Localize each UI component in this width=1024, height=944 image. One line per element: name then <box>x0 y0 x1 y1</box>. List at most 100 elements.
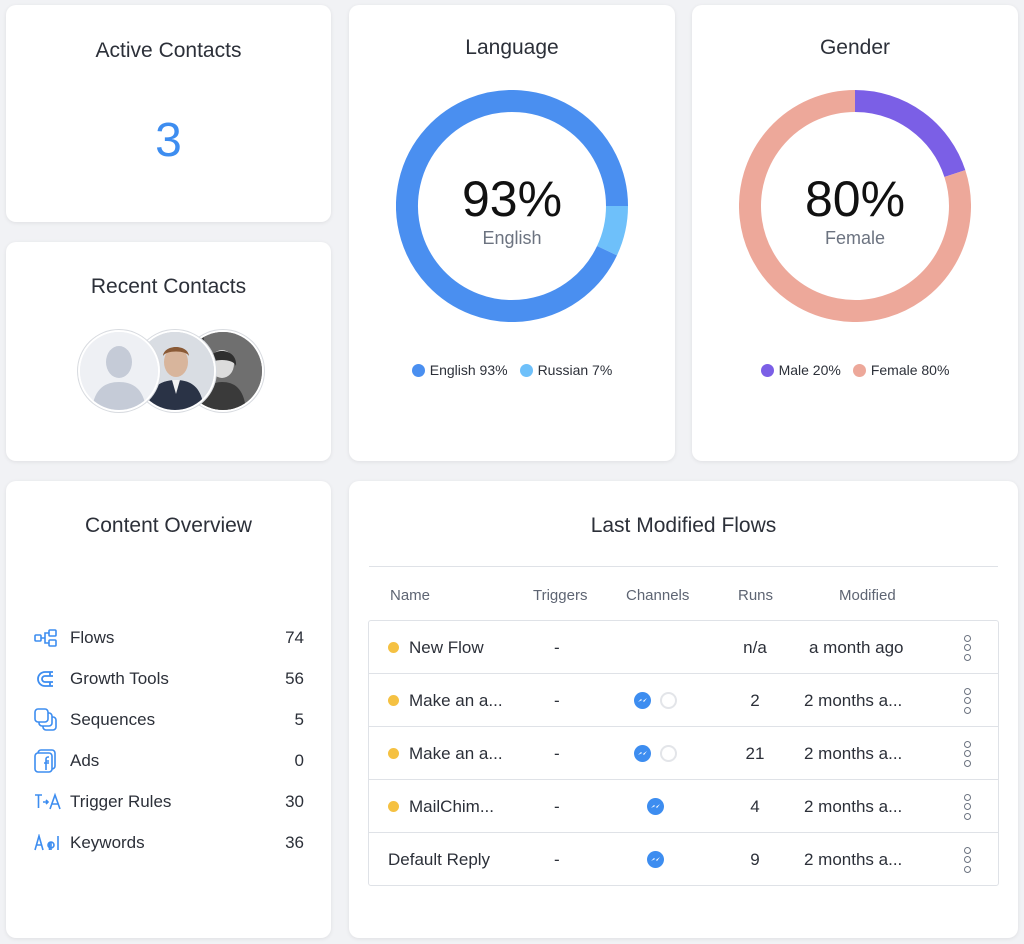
active-contacts-card: Active Contacts 3 <box>6 5 331 222</box>
language-legend: English 93% Russian 7% <box>349 362 675 378</box>
flow-name-cell[interactable]: Make an a... <box>388 727 503 780</box>
content-item-label: Keywords <box>70 833 145 852</box>
content-item-label: Ads <box>70 751 100 770</box>
content-item-count: 36 <box>285 833 304 852</box>
column-header-name[interactable]: Name <box>390 587 431 604</box>
language-center-label: English <box>482 228 542 248</box>
sequences-icon <box>34 708 62 732</box>
row-menu-button[interactable] <box>963 780 971 833</box>
content-overview-title: Content Overview <box>85 514 252 537</box>
active-contacts-count[interactable]: 3 <box>155 114 182 167</box>
donut-slice-russian[interactable] <box>596 205 628 256</box>
donut-slice-female[interactable] <box>739 90 971 322</box>
legend-dot <box>760 363 774 377</box>
legend-label: Female 80% <box>870 362 950 378</box>
legend-item-female[interactable]: Female 80% <box>852 362 950 378</box>
language-center-value: 93% <box>461 171 563 227</box>
language-donut-chart[interactable] <box>396 90 628 322</box>
content-item-keywords[interactable]: Keywords 36 <box>34 831 304 855</box>
flow-runs: 21 <box>745 743 765 763</box>
legend-item-russian[interactable]: Russian 7% <box>519 362 613 378</box>
flow-channels <box>647 833 673 886</box>
last-modified-flows-card: Last Modified Flows Name Triggers Channe… <box>349 481 1018 938</box>
row-menu-button[interactable] <box>963 727 971 780</box>
flow-modified: a month ago <box>809 637 904 657</box>
kebab-menu-icon <box>963 793 971 820</box>
flow-modified: 2 months a... <box>804 849 903 869</box>
recent-contacts-avatars <box>78 330 264 414</box>
column-header-channels[interactable]: Channels <box>626 587 690 604</box>
row-menu-button[interactable] <box>963 833 971 886</box>
avatar[interactable] <box>134 330 216 412</box>
kebab-menu-icon <box>963 846 971 873</box>
legend-label: Russian 7% <box>537 362 613 378</box>
flows-table: New Flow - n/a a month ago Make an a... … <box>368 620 999 886</box>
content-item-label: Trigger Rules <box>70 792 172 811</box>
flow-runs: 2 <box>750 690 760 710</box>
legend-label: Male 20% <box>778 362 841 378</box>
content-item-sequences[interactable]: Sequences 5 <box>34 708 304 732</box>
legend-dot <box>411 363 425 377</box>
legend-item-male[interactable]: Male 20% <box>760 362 841 378</box>
gender-donut-chart[interactable] <box>739 90 971 322</box>
content-item-count: 74 <box>285 628 304 647</box>
draft-status-dot <box>388 642 399 653</box>
active-contacts-title: Active Contacts <box>95 39 242 62</box>
messenger-icon <box>634 745 651 762</box>
flow-name-cell[interactable]: Default Reply <box>388 833 490 886</box>
column-header-triggers[interactable]: Triggers <box>533 587 588 604</box>
content-item-growth-tools[interactable]: Growth Tools 56 <box>34 667 304 691</box>
row-menu-button[interactable] <box>963 621 971 674</box>
column-header-modified[interactable]: Modified <box>839 587 896 604</box>
kebab-menu-icon <box>963 687 971 714</box>
sms-channel-icon <box>660 692 677 709</box>
table-row[interactable]: New Flow - n/a a month ago <box>369 621 998 674</box>
flows-icon <box>34 626 62 650</box>
flow-runs: n/a <box>743 637 767 657</box>
legend-item-english[interactable]: English 93% <box>411 362 508 378</box>
content-item-ads[interactable]: Ads 0 <box>34 749 304 773</box>
flow-channels <box>634 674 686 727</box>
draft-status-dot <box>388 801 399 812</box>
divider <box>369 566 998 567</box>
recent-contacts-card: Recent Contacts <box>6 242 331 461</box>
table-row[interactable]: Make an a... - 2 2 months a... <box>369 674 998 727</box>
flow-runs: 4 <box>750 796 760 816</box>
gender-legend: Male 20% Female 80% <box>692 362 1018 378</box>
table-row[interactable]: Make an a... - 21 2 months a... <box>369 727 998 780</box>
column-header-runs[interactable]: Runs <box>738 587 774 604</box>
flows-title: Last Modified Flows <box>590 514 777 537</box>
row-menu-button[interactable] <box>963 674 971 727</box>
content-item-count: 56 <box>285 669 304 688</box>
content-item-count: 30 <box>285 792 304 811</box>
flow-channels <box>647 780 673 833</box>
flow-triggers: - <box>554 743 560 763</box>
content-overview-card: Content Overview Flows 74 Growth Tools 5… <box>6 481 331 938</box>
gender-center-label: Female <box>824 228 886 248</box>
avatar[interactable] <box>78 330 160 412</box>
flow-name-cell[interactable]: MailChim... <box>388 780 494 833</box>
flow-name: MailChim... <box>409 796 495 816</box>
messenger-icon <box>634 692 651 709</box>
messenger-icon <box>647 851 664 868</box>
table-row[interactable]: Default Reply - 9 2 months a... <box>369 833 998 886</box>
flow-name: New Flow <box>409 637 484 657</box>
donut-slice-english[interactable] <box>396 90 628 322</box>
content-item-label: Growth Tools <box>70 669 169 688</box>
flow-name-cell[interactable]: Make an a... <box>388 674 503 727</box>
kebab-menu-icon <box>963 740 971 767</box>
gender-title: Gender <box>819 36 891 59</box>
trigger-rules-icon <box>34 790 62 814</box>
language-title: Language <box>465 36 559 59</box>
content-item-label: Sequences <box>70 710 156 729</box>
table-row[interactable]: MailChim... - 4 2 months a... <box>369 780 998 833</box>
content-item-flows[interactable]: Flows 74 <box>34 626 304 650</box>
donut-slice-male[interactable] <box>854 90 966 178</box>
magnet-icon <box>34 667 62 691</box>
flow-modified: 2 months a... <box>804 690 903 710</box>
flow-name: Make an a... <box>409 743 503 763</box>
gender-card: Gender 80% Female Male 20% Female 80% <box>692 5 1018 461</box>
flow-triggers: - <box>554 637 560 657</box>
content-item-trigger-rules[interactable]: Trigger Rules 30 <box>34 790 304 814</box>
flow-name-cell[interactable]: New Flow <box>388 621 484 674</box>
